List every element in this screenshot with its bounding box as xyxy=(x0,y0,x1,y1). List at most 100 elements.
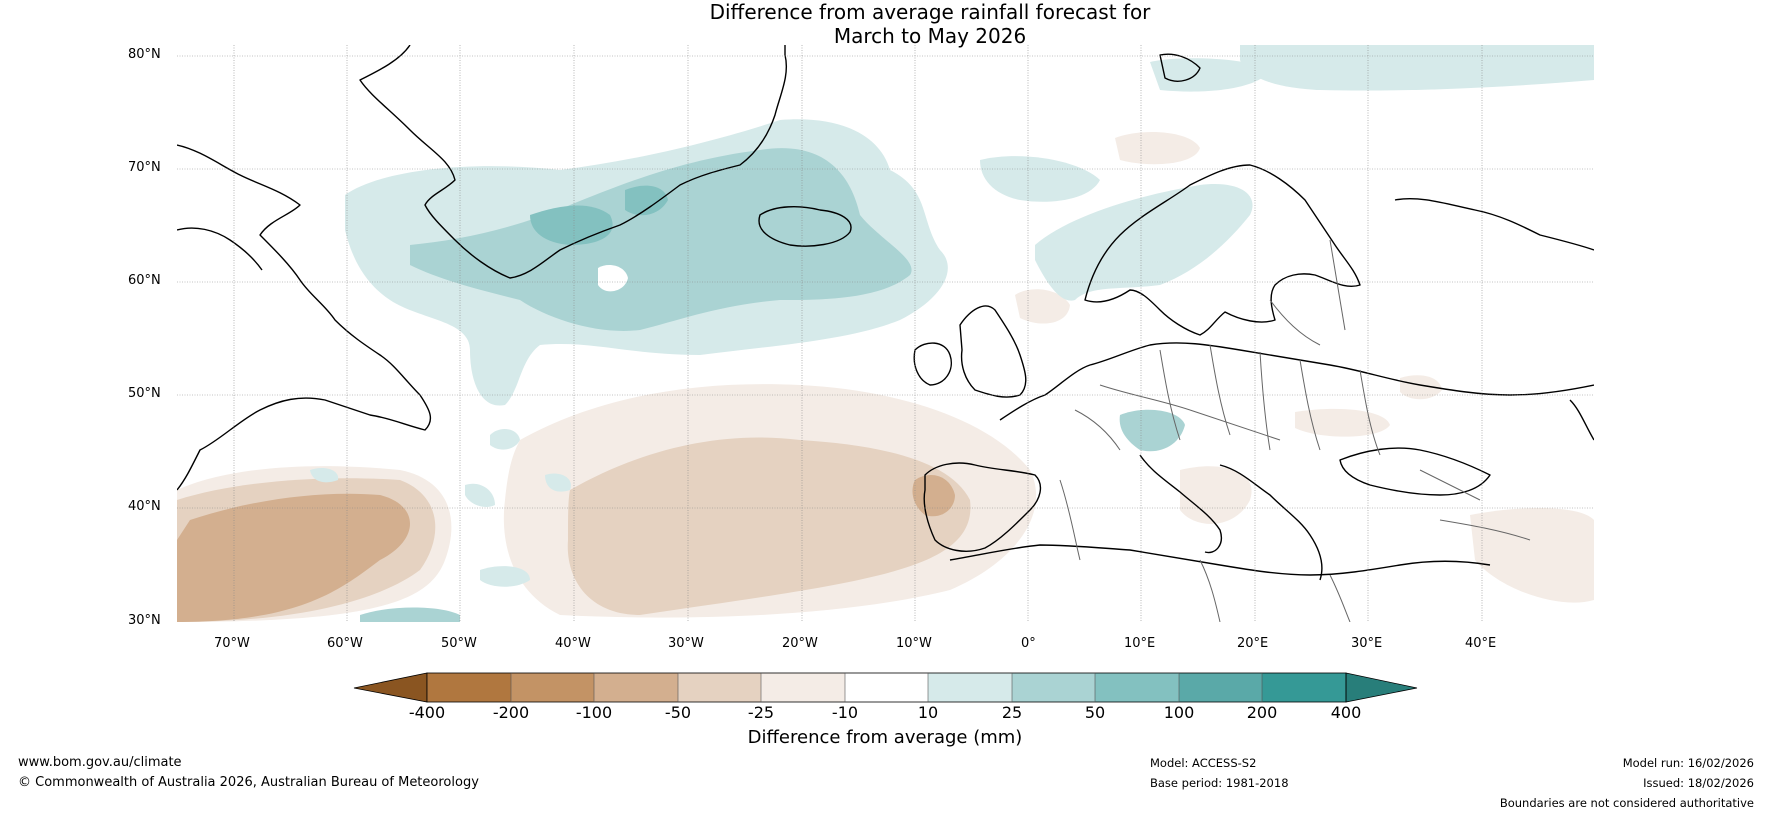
colorbar-bin-10 xyxy=(1179,673,1262,702)
wet-anomaly-regions xyxy=(310,45,1594,622)
dry-region-norway-sea xyxy=(1115,132,1200,165)
coastlines xyxy=(177,45,1594,581)
lon-label-40e: 40°E xyxy=(1465,636,1497,651)
lon-label-40w: 40°W xyxy=(555,636,591,651)
colorbar-tick: -400 xyxy=(408,703,446,722)
footer-website[interactable]: www.bom.gov.au/climate xyxy=(18,755,182,770)
colorbar-bin-11 xyxy=(1262,673,1346,702)
lon-label-20w: 20°W xyxy=(782,636,818,651)
wet-region-greenland-east-dark xyxy=(625,185,668,216)
title-line-1: Difference from average rainfall forecas… xyxy=(709,0,1151,24)
british-isles-coast xyxy=(959,305,1027,398)
colorbar-tick: 10 xyxy=(917,703,939,722)
gridlines xyxy=(177,45,1594,622)
colorbar-tick: 25 xyxy=(1001,703,1023,722)
wet-region-arctic xyxy=(1240,45,1594,91)
dry-region-black-sea xyxy=(1295,408,1390,437)
baffin-coast xyxy=(177,227,263,271)
wet-region-north-atlantic-mid xyxy=(410,148,912,331)
colorbar-tick: 200 xyxy=(1246,703,1278,722)
greenland-coast xyxy=(359,45,787,279)
wet-region-small-5 xyxy=(310,468,339,483)
lon-label-60w: 60°W xyxy=(327,636,363,651)
lon-label-30e: 30°E xyxy=(1351,636,1383,651)
map-layer xyxy=(177,45,1594,622)
colorbar-tick: -200 xyxy=(492,703,530,722)
lat-label-40n: 40°N xyxy=(128,499,161,514)
colorbar-extend-high xyxy=(1345,672,1418,703)
labrador-coast xyxy=(177,144,432,491)
footer-model: Model: ACCESS-S2 xyxy=(1150,756,1257,770)
russia-arctic-coast xyxy=(1394,197,1594,251)
colorbar-bin-9 xyxy=(1095,673,1179,702)
north-africa-coast xyxy=(949,544,1491,576)
lon-label-10e: 10°E xyxy=(1124,636,1156,651)
country-borders xyxy=(1059,239,1531,622)
footer-model-run: Model run: 16/02/2026 xyxy=(1622,756,1754,770)
colorbar-tick: -10 xyxy=(831,703,859,722)
lon-label-0: 0° xyxy=(1021,636,1036,651)
colorbar-bin-8 xyxy=(1012,673,1095,702)
lon-label-70w: 70°W xyxy=(214,636,250,651)
colorbar-tick: 400 xyxy=(1330,703,1362,722)
footer-disclaimer: Boundaries are not considered authoritat… xyxy=(1499,796,1754,810)
iberia-coast xyxy=(923,462,1042,552)
colorbar-bin-4 xyxy=(678,673,761,702)
dry-region-north-sea xyxy=(1015,289,1070,324)
dry-region-iberia-dark xyxy=(912,475,955,517)
lat-label-30n: 30°N xyxy=(128,613,161,628)
colorbar-bin-6 xyxy=(845,673,928,702)
lat-label-80n: 80°N xyxy=(128,47,161,62)
dry-region-sw-atlantic-dark xyxy=(177,493,410,622)
colorbar-bin-3 xyxy=(594,673,678,702)
iceland-coast xyxy=(758,206,852,247)
wet-region-small-1 xyxy=(490,428,520,450)
wet-region-small-6 xyxy=(598,265,628,292)
lat-label-50n: 50°N xyxy=(128,386,161,401)
scandinavia-coast xyxy=(1084,164,1361,336)
wet-region-small-2 xyxy=(465,483,495,507)
balkans-coast xyxy=(1219,464,1323,581)
colorbar-tick: 100 xyxy=(1163,703,1195,722)
footer-base-period: Base period: 1981-2018 xyxy=(1150,776,1289,790)
dry-region-caucasus xyxy=(1400,375,1442,400)
footer-issued: Issued: 18/02/2026 xyxy=(1643,776,1754,790)
footer-copyright: © Commonwealth of Australia 2026, Austra… xyxy=(18,775,479,790)
dry-region-central-atlantic-mid xyxy=(567,437,971,615)
colorbar-tick: 50 xyxy=(1084,703,1106,722)
colorbar-extend-low xyxy=(353,672,428,703)
wet-region-iceland-east xyxy=(980,156,1100,202)
colorbar-tick: -100 xyxy=(575,703,613,722)
colorbar-tick: -25 xyxy=(747,703,775,722)
wet-region-norway-light xyxy=(1035,184,1253,301)
italy-coast xyxy=(1139,454,1222,554)
black-sea-coast xyxy=(1339,447,1491,496)
lon-label-10w: 10°W xyxy=(896,636,932,651)
ireland-coast xyxy=(913,342,952,386)
colorbar-tick: -50 xyxy=(664,703,692,722)
chart-title: Difference from average rainfall forecas… xyxy=(0,0,1770,48)
colorbar-label: Difference from average (mm) xyxy=(747,727,1023,748)
wet-region-small-4 xyxy=(480,566,530,587)
title-line-2: March to May 2026 xyxy=(833,24,1027,48)
lat-label-70n: 70°N xyxy=(128,160,161,175)
colorbar-bin-2 xyxy=(511,673,594,702)
colorbar-bin-7 xyxy=(928,673,1012,702)
colorbar-bin-5 xyxy=(761,673,845,702)
caspian-coast xyxy=(1569,399,1594,441)
wet-region-alps xyxy=(1119,409,1185,452)
wet-region-arctic-2 xyxy=(1150,58,1270,92)
svalbard-coast xyxy=(1159,53,1201,82)
lon-label-50w: 50°W xyxy=(441,636,477,651)
dry-anomaly-regions xyxy=(177,132,1594,622)
lat-label-60n: 60°N xyxy=(128,273,161,288)
dry-region-east-med xyxy=(1180,466,1252,524)
dry-region-turkey xyxy=(1470,508,1594,603)
colorbar xyxy=(353,672,1418,703)
colorbar-bin-1 xyxy=(427,673,511,702)
lon-label-30w: 30°W xyxy=(668,636,704,651)
lon-label-20e: 20°E xyxy=(1237,636,1269,651)
wet-region-small-3 xyxy=(545,473,571,492)
wet-region-gulf-stream xyxy=(360,607,460,622)
